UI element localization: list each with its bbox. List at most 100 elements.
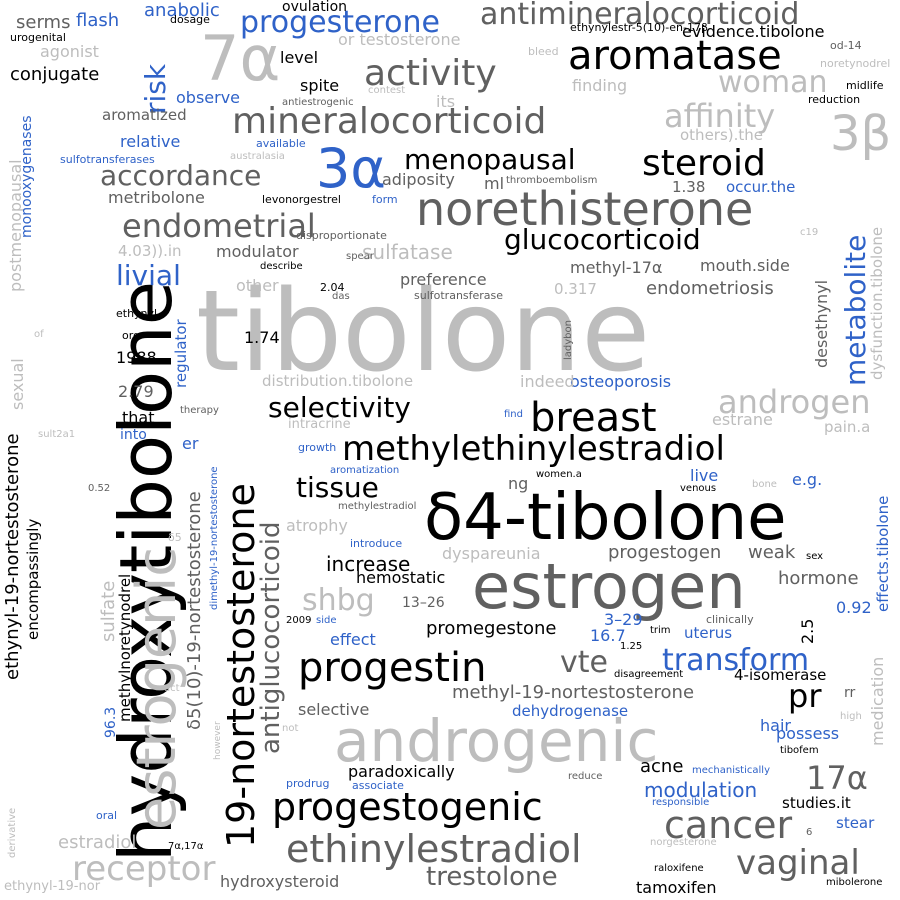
word-19-nortestosterone: 19-nortestosterone [219, 483, 263, 848]
word-96-3: 96.3 [103, 706, 119, 738]
word-metabolite: metabolite [839, 234, 872, 386]
word-cancer: cancer [664, 803, 793, 847]
word-side: side [316, 615, 337, 626]
word-selectivity: selectivity [268, 391, 411, 424]
word-das: das [332, 291, 350, 302]
word-responsible: responsible [652, 797, 710, 808]
word-2-04: 2.04 [320, 281, 345, 294]
word-uterus: uterus [684, 624, 733, 642]
word-17alpha: 17α [806, 759, 868, 797]
word-norgesterone: norgesterone [650, 837, 717, 848]
word-selective: selective [298, 700, 370, 719]
word-bleed: bleed [528, 45, 559, 58]
word-regulator: regulator [172, 319, 190, 388]
word-growth: growth [298, 441, 337, 454]
word-activity: activity [364, 53, 497, 94]
word-antimineralocorticoid: antimineralocorticoid [480, 0, 800, 32]
word-woman: woman [718, 65, 828, 100]
word-spear: spear [346, 251, 374, 262]
word-tamoxifen: tamoxifen [636, 878, 717, 897]
word-methyl-17alpha: methyl-17α [570, 258, 663, 277]
word-sex: sex [806, 551, 824, 562]
word-norethisterone: norethisterone [416, 182, 754, 236]
word-androgenic: androgenic [334, 707, 659, 775]
word-describe: describe [260, 261, 303, 272]
word-1-74: 1.74 [244, 328, 280, 347]
word-org: org [122, 329, 141, 342]
word-trestolone: trestolone [426, 862, 558, 892]
word-ethinylestradiol: ethinylestradiol [286, 827, 582, 871]
word-hemostatic: hemostatic [356, 568, 446, 587]
word-2-79: 2.79 [118, 382, 154, 401]
word-tissue: tissue [296, 471, 379, 504]
word-accordance: accordance [100, 159, 262, 192]
word-4-isomerase: 4-isomerase [734, 666, 827, 684]
word-stear: stear [836, 814, 875, 832]
word-antiglucocorticoid: antiglucocorticoid [256, 521, 286, 754]
word-dyspareunia: dyspareunia [442, 544, 541, 563]
word-effect: effect [330, 630, 376, 649]
word-methylestradiol: methylestradiol [338, 501, 417, 512]
word-act: act [164, 683, 180, 694]
word-weak: weak [748, 542, 796, 563]
word-dimethyl-19-nortestosterone: dimethyl-19-nortestosterone [209, 466, 220, 610]
word-tibolone: tibolone [196, 267, 651, 397]
word-finding: finding [572, 76, 628, 95]
word-aromatized: aromatized [102, 106, 187, 124]
word-aromatization: aromatization [330, 465, 400, 476]
word-paradoxically: paradoxically [348, 762, 455, 781]
word-estrane: estrane [712, 410, 773, 429]
word-androgen: androgen [718, 383, 871, 421]
word-flash: flash [76, 10, 120, 31]
word-studies-it: studies.it [782, 794, 851, 812]
word-promegestone: promegestone [426, 618, 557, 639]
word-endometrial: endometrial [122, 207, 316, 245]
word-1988: 1988 [116, 348, 157, 367]
word-ng: ng [508, 474, 529, 493]
word-others-the: others).the [680, 126, 764, 144]
word-tibofem: tibofem [780, 745, 819, 756]
word-rr: rr [844, 685, 856, 701]
word-vte: vte [560, 645, 608, 680]
word-pain-a: pain.a [824, 418, 871, 436]
word-relative: relative [120, 132, 181, 151]
word-disagreement: disagreement [614, 669, 684, 680]
word-progestogen: progestogen [608, 542, 722, 563]
word-bone: bone [752, 479, 777, 490]
word-7alpha-17alpha: 7α,17α [168, 841, 204, 852]
word-venous: venous [680, 483, 717, 494]
word-raloxifene: raloxifene [654, 863, 704, 874]
word-serms: serms [16, 12, 71, 33]
word-monooxygenases: monooxygenases [19, 115, 35, 239]
word-endometriosis: endometriosis [646, 278, 774, 299]
word-0-317: 0.317 [554, 280, 597, 298]
word-or-testosterone: or testosterone [338, 30, 461, 49]
word-disproportionate: disproportionate [296, 229, 387, 242]
word-shbg: shbg [302, 583, 375, 618]
word-evidence-tibolone: evidence.tibolone [682, 22, 825, 41]
word-not: not [282, 723, 299, 734]
word-encompassingly: encompassingly [24, 518, 42, 640]
word-sulfatase: sulfatase [362, 240, 453, 264]
word-glucocorticoid: glucocorticoid [504, 223, 701, 256]
word-sulfotransferase: sulfotransferase [414, 289, 504, 302]
word-conjugate: conjugate [10, 64, 100, 85]
word-progesterone: progesterone [240, 5, 440, 40]
word-mineralocorticoid: mineralocorticoid [232, 101, 547, 142]
word-e-g: e.g. [792, 470, 823, 489]
word-possess: possess [776, 724, 840, 743]
word-medication: medication [868, 656, 887, 746]
word-menopausal: menopausal [404, 143, 576, 176]
word-progestin: progestin [298, 645, 487, 691]
word-mibolerone: mibolerone [826, 877, 883, 888]
word-thromboembolism: thromboembolism [506, 175, 598, 186]
word-australasia: australasia [230, 151, 285, 162]
word-d5: δ5 [168, 531, 182, 544]
word-1-38: 1.38 [672, 178, 706, 196]
word-observe: observe [176, 88, 241, 107]
word-aromatase: aromatase [568, 33, 782, 79]
word-methylethinylestradiol: methylethinylestradiol [342, 429, 725, 469]
word-methyl-19-nortestosterone: methyl-19-nortestosterone [452, 682, 695, 703]
word-dosage: dosage [170, 13, 210, 26]
